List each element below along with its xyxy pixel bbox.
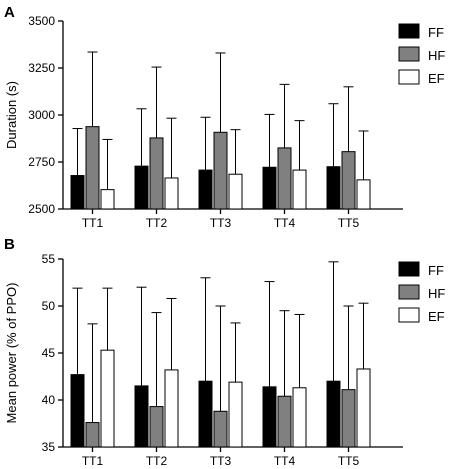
chart-panel-b: B 35 40 45 50 55 Mean power (% of PPO) TT1 TT2 TT… <box>4 236 445 468</box>
y-tick-label: 3250 <box>28 61 55 75</box>
bar-ff-tt5 <box>326 380 341 448</box>
bar-ef-tt5 <box>356 368 371 448</box>
legend-label-ff: FF <box>428 25 444 40</box>
legend-label-hf: HF <box>428 48 445 63</box>
bar-ef-tt3 <box>228 381 243 448</box>
y-tick-label: 2750 <box>28 155 55 169</box>
x-tick-label-tt1: TT1 <box>82 454 104 468</box>
bar-ff-tt3 <box>198 169 213 210</box>
x-tick-label-tt1: TT1 <box>82 216 104 230</box>
bar-ef-tt1 <box>100 349 115 448</box>
y-axis-title: Mean power (% of PPO) <box>4 283 19 424</box>
bar-hf-tt5 <box>341 151 356 210</box>
legend-label-hf: HF <box>428 286 445 301</box>
bar-ef-tt3 <box>228 173 243 210</box>
bar-ff-tt1 <box>70 175 85 210</box>
bar-ff-tt4 <box>262 386 277 448</box>
x-tick-label-tt3: TT3 <box>210 454 232 468</box>
bar-ef-tt4 <box>292 387 307 448</box>
x-tick-label-tt4: TT4 <box>274 216 296 230</box>
bar-hf-tt4 <box>277 395 292 448</box>
x-tick-label-tt2: TT2 <box>146 454 168 468</box>
y-tick-label: 55 <box>42 252 56 266</box>
bar-hf-tt2 <box>149 137 164 210</box>
panel-letter: B <box>4 236 15 253</box>
legend-swatch-ff <box>398 261 420 277</box>
bar-ff-tt4 <box>262 166 277 210</box>
y-tick-label: 40 <box>42 393 56 407</box>
legend-label-ef: EF <box>428 309 445 324</box>
bar-hf-tt3 <box>213 410 228 448</box>
bar-ef-tt5 <box>356 179 371 210</box>
y-tick-label: 45 <box>42 346 56 360</box>
bar-hf-tt1 <box>85 422 100 448</box>
y-tick-label: 35 <box>42 440 56 454</box>
x-tick-label-tt3: TT3 <box>210 216 232 230</box>
bar-ff-tt5 <box>326 166 341 210</box>
y-tick-label: 50 <box>42 299 56 313</box>
bar-hf-tt5 <box>341 389 356 448</box>
bar-hf-tt4 <box>277 147 292 210</box>
bar-ef-tt2 <box>164 177 179 210</box>
legend-swatch-hf <box>398 284 420 300</box>
bar-ff-tt2 <box>134 385 149 448</box>
legend-swatch-hf <box>398 46 420 62</box>
y-axis-title: Duration (s) <box>4 81 19 149</box>
legend-swatch-ff <box>398 23 420 39</box>
panel-letter: A <box>4 4 15 21</box>
legend-label-ff: FF <box>428 263 444 278</box>
legend-swatch-ef <box>398 69 420 85</box>
x-tick-label-tt2: TT2 <box>146 216 168 230</box>
bar-hf-tt3 <box>213 131 228 210</box>
chart-panel-a: A 2500 2750 3000 3250 3500 Duration (s) TT1 TT2 T… <box>4 4 445 230</box>
y-tick-label: 3000 <box>28 108 55 122</box>
bar-ef-tt2 <box>164 369 179 448</box>
legend-label-ef: EF <box>428 71 445 86</box>
bar-ef-tt1 <box>100 189 115 210</box>
y-tick-label: 2500 <box>28 202 55 216</box>
bar-ef-tt4 <box>292 169 307 210</box>
x-tick-label-tt5: TT5 <box>338 454 360 468</box>
bar-ff-tt1 <box>70 374 85 448</box>
bar-hf-tt2 <box>149 406 164 448</box>
y-tick-label: 3500 <box>28 14 55 28</box>
legend-swatch-ef <box>398 307 420 323</box>
x-tick-label-tt5: TT5 <box>338 216 360 230</box>
x-tick-label-tt4: TT4 <box>274 454 296 468</box>
bar-ff-tt2 <box>134 165 149 210</box>
bar-ff-tt3 <box>198 380 213 448</box>
bar-hf-tt1 <box>85 126 100 210</box>
